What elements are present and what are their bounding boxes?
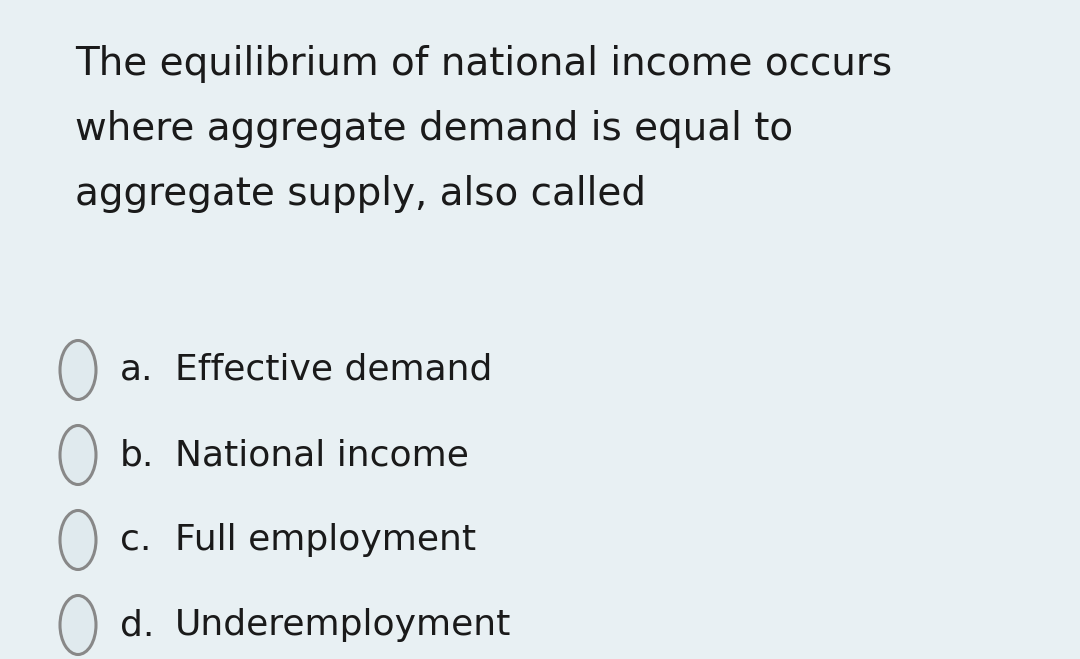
Text: where aggregate demand is equal to: where aggregate demand is equal to: [75, 110, 793, 148]
Ellipse shape: [60, 426, 96, 484]
Text: Underemployment: Underemployment: [175, 608, 511, 642]
Text: c.: c.: [120, 523, 151, 557]
Text: a.: a.: [120, 353, 153, 387]
Text: National income: National income: [175, 438, 469, 472]
Ellipse shape: [60, 596, 96, 654]
Text: Effective demand: Effective demand: [175, 353, 492, 387]
Text: Full employment: Full employment: [175, 523, 476, 557]
Ellipse shape: [60, 511, 96, 569]
Text: aggregate supply, also called: aggregate supply, also called: [75, 175, 646, 213]
Text: d.: d.: [120, 608, 154, 642]
Ellipse shape: [60, 341, 96, 399]
Text: The equilibrium of national income occurs: The equilibrium of national income occur…: [75, 45, 892, 83]
Text: b.: b.: [120, 438, 154, 472]
